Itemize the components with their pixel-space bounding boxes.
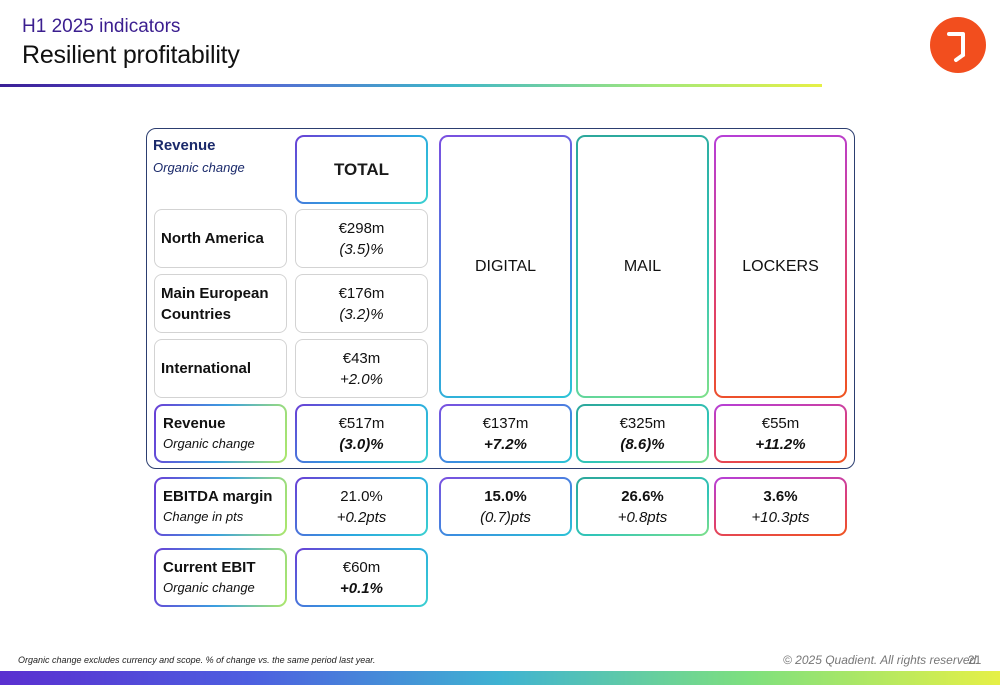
cell-change: +11.2% — [755, 435, 806, 453]
cell-value: €517m — [338, 414, 385, 432]
segment-mail: MAIL — [576, 135, 709, 398]
ebitda-lockers-cell: 3.6% +10.3pts — [714, 477, 847, 536]
copyright: © 2025 Quadient. All rights reserved. — [783, 653, 980, 667]
segment-digital: DIGITAL — [439, 135, 572, 398]
cell-value: 15.0% — [484, 487, 527, 505]
cell-value: 3.6% — [763, 487, 798, 505]
row-sublabel: Organic change — [163, 579, 255, 595]
slide-subtitle: H1 2025 indicators — [22, 16, 181, 37]
region-value: €176m — [338, 284, 385, 302]
cell-change: +7.2% — [484, 435, 527, 453]
cell-change: +0.8pts — [617, 508, 668, 526]
row-label: Revenue — [163, 414, 226, 432]
row-sublabel: Organic change — [163, 435, 255, 451]
region-label: North America — [161, 230, 264, 247]
region-change: (3.2)% — [339, 305, 384, 323]
header-divider — [0, 84, 822, 87]
cell-change: +10.3pts — [751, 508, 810, 526]
cell-change: (8.6)% — [620, 435, 665, 453]
cell-value: 26.6% — [621, 487, 664, 505]
total-header: TOTAL — [295, 135, 428, 204]
cell-change: (3.0)% — [339, 435, 384, 453]
region-label: Main European Countries — [161, 284, 269, 323]
region-label-box: International — [154, 339, 287, 398]
cell-value: 21.0% — [340, 487, 383, 505]
revenue-mail-cell: €325m (8.6)% — [576, 404, 709, 463]
region-value: €43m — [342, 349, 381, 367]
ebitda-total-cell: 21.0% +0.2pts — [295, 477, 428, 536]
cell-change: +0.1% — [340, 579, 383, 597]
footer-gradient-bar — [0, 671, 1000, 685]
region-label: International — [161, 360, 252, 377]
segment-lockers: LOCKERS — [714, 135, 847, 398]
revenue-digital-cell: €137m +7.2% — [439, 404, 572, 463]
region-change: (3.5)% — [339, 240, 384, 258]
segment-label: LOCKERS — [742, 257, 819, 275]
region-value-box: €298m (3.5)% — [295, 209, 428, 268]
ebitda-row-label: EBITDA margin Change in pts — [154, 477, 287, 536]
revenue-lockers-cell: €55m +11.2% — [714, 404, 847, 463]
row-label: EBITDA margin — [163, 487, 273, 505]
cell-change: (0.7)pts — [480, 508, 531, 526]
region-change: +2.0% — [340, 370, 383, 388]
cell-value: €60m — [342, 558, 381, 576]
ebitda-digital-cell: 15.0% (0.7)pts — [439, 477, 572, 536]
region-label-box: Main European Countries — [154, 274, 287, 333]
cell-value: €325m — [619, 414, 666, 432]
revenue-subheading: Organic change — [153, 160, 245, 175]
page-number: 21 — [968, 653, 982, 667]
revenue-row-label: Revenue Organic change — [154, 404, 287, 463]
segment-label: DIGITAL — [474, 257, 537, 275]
segment-label: MAIL — [623, 257, 662, 275]
total-label: TOTAL — [333, 159, 390, 179]
quadient-logo-icon — [930, 17, 986, 73]
cell-value: €137m — [482, 414, 529, 432]
row-sublabel: Change in pts — [163, 508, 244, 524]
ebit-row-label: Current EBIT Organic change — [154, 548, 287, 607]
revenue-heading: Revenue — [153, 137, 216, 154]
revenue-total-cell: €517m (3.0)% — [295, 404, 428, 463]
region-value-box: €176m (3.2)% — [295, 274, 428, 333]
region-value: €298m — [338, 219, 385, 237]
footnote: Organic change excludes currency and sco… — [18, 655, 376, 665]
ebit-total-cell: €60m +0.1% — [295, 548, 428, 607]
cell-value: €55m — [761, 414, 800, 432]
revenue-frame — [146, 128, 855, 469]
region-label-box: North America — [154, 209, 287, 268]
region-value-box: €43m +2.0% — [295, 339, 428, 398]
slide-title: Resilient profitability — [22, 41, 240, 69]
ebitda-mail-cell: 26.6% +0.8pts — [576, 477, 709, 536]
cell-change: +0.2pts — [336, 508, 387, 526]
row-label: Current EBIT — [163, 558, 256, 576]
